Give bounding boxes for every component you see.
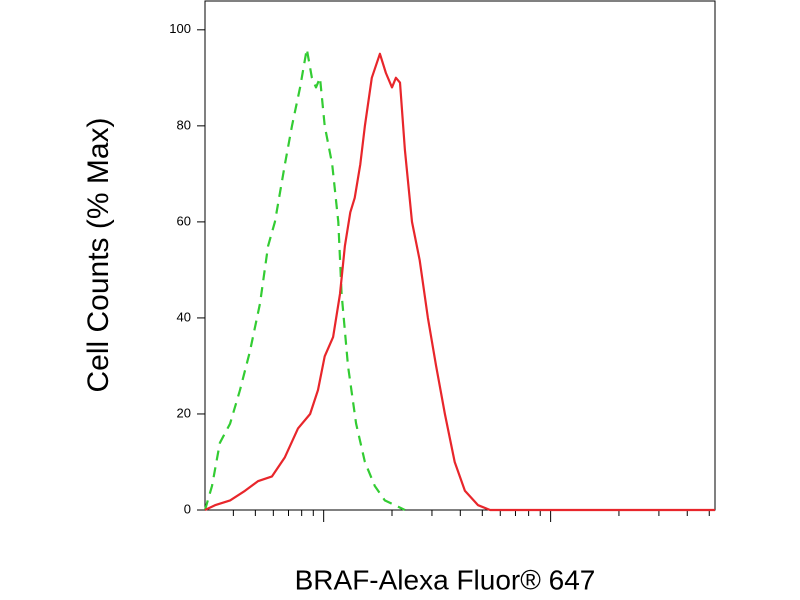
plot-frame: [204, 0, 716, 511]
data-line: [204, 52, 715, 512]
data-line: [203, 47, 406, 511]
x-axis-label: BRAF-Alexa Fluor® 647: [295, 564, 596, 595]
y-tick-label: 0: [184, 501, 191, 516]
y-tick-label: 100: [169, 21, 191, 36]
y-tick-label: 80: [177, 117, 191, 132]
y-tick-label: 40: [177, 309, 191, 324]
y-tick-label: 20: [177, 405, 191, 420]
y-axis-label: Cell Counts (% Max): [82, 117, 115, 392]
y-tick-label: 60: [177, 213, 191, 228]
